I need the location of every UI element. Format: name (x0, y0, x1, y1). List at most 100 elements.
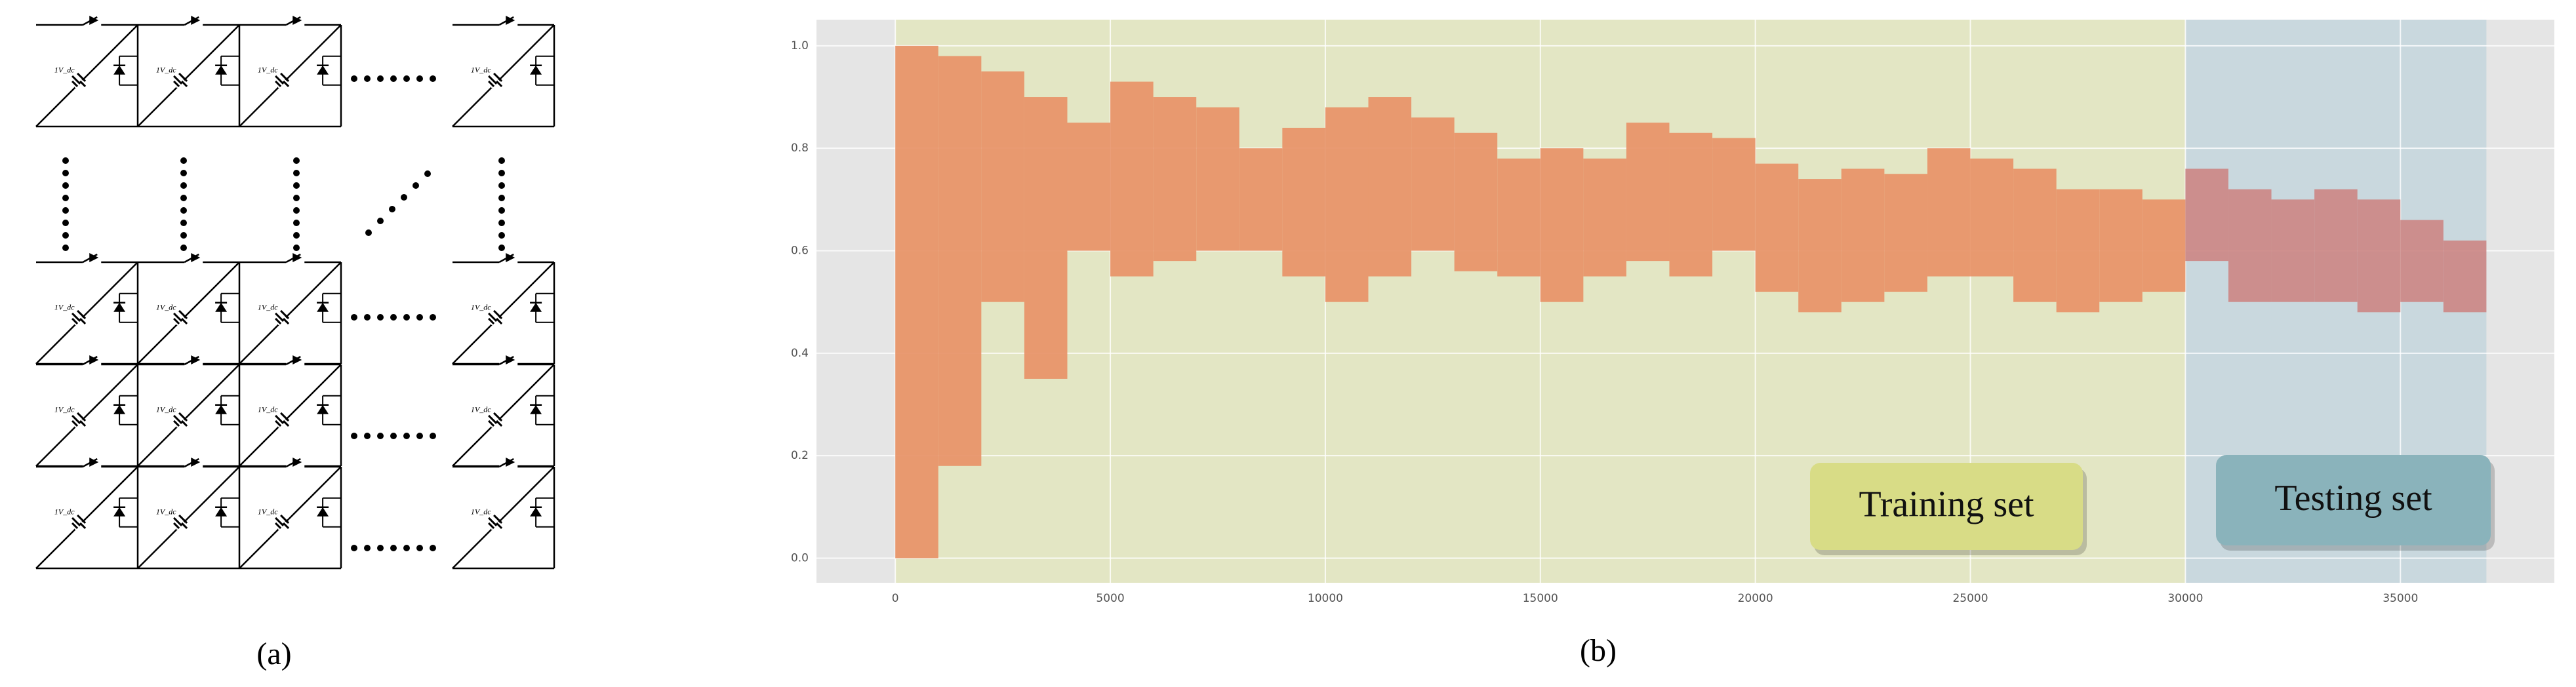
dot (364, 433, 371, 439)
dot (180, 232, 187, 239)
switch-diode (292, 253, 302, 262)
wire (173, 420, 180, 427)
dot (293, 182, 300, 189)
wire (496, 522, 503, 529)
dot (180, 157, 187, 164)
dot (377, 545, 384, 551)
switch-diode (191, 458, 201, 467)
value-range (2013, 168, 2057, 302)
dot (390, 433, 397, 439)
diode (215, 404, 228, 414)
wire (283, 522, 290, 529)
cell-label: 1V_dc (258, 66, 278, 75)
circuit-diagram: 1V_dc 1V_dc 1V_dc 1V_dc 1V_dc 1V_dc 1V_dc 1V_dc… (35, 16, 555, 570)
switch-gap (83, 363, 102, 366)
dot (430, 314, 436, 321)
dot (180, 195, 187, 201)
wire (71, 312, 81, 322)
wire (493, 72, 503, 82)
wire (275, 75, 285, 85)
switch-gap (83, 23, 102, 27)
wire (79, 80, 87, 87)
switch-gap (184, 23, 203, 27)
dot (498, 170, 505, 176)
cell-label: 1V_dc (471, 405, 491, 414)
value-range (1024, 97, 1068, 379)
wire (275, 522, 282, 529)
caption: (b) (1580, 633, 1617, 668)
value-range (2228, 189, 2272, 302)
wire (283, 420, 290, 427)
wire (239, 24, 342, 127)
wire (275, 80, 282, 87)
cell-label: 1V_dc (54, 507, 75, 517)
value-range (1411, 117, 1455, 251)
switch-gap (286, 465, 305, 469)
dot (351, 433, 357, 439)
cell-label: 1V_dc (471, 507, 491, 517)
wire (173, 80, 180, 87)
x-tick-label: 0 (892, 592, 899, 605)
dot (293, 157, 300, 164)
wire (452, 262, 555, 364)
x-tick-label: 5000 (1096, 592, 1124, 605)
y-tick-label: 1.0 (791, 39, 809, 52)
cell-label: 1V_dc (156, 405, 176, 414)
switch-gap (286, 23, 305, 27)
value-range (2142, 199, 2186, 292)
dot (498, 157, 505, 164)
switch-gap (184, 260, 203, 264)
diode (530, 507, 542, 517)
diode (113, 302, 126, 312)
wire (496, 317, 503, 324)
dot (293, 220, 300, 226)
wire (137, 24, 240, 127)
dot (413, 182, 419, 189)
annotation-box (2216, 455, 2491, 545)
dot (293, 245, 300, 251)
value-range (1884, 174, 1927, 292)
diode (113, 65, 126, 75)
cell-label: 1V_dc (258, 303, 278, 312)
dot (416, 314, 423, 321)
cell-label: 1V_dc (54, 303, 75, 312)
cell-label: 1V_dc (258, 405, 278, 414)
wire (488, 522, 495, 529)
wire (178, 514, 188, 524)
wire (178, 309, 188, 319)
dot (403, 433, 410, 439)
wire (181, 522, 188, 529)
wire (77, 309, 87, 319)
dot (403, 545, 410, 551)
value-range (1755, 163, 1799, 292)
wire (35, 24, 138, 127)
dot (430, 545, 436, 551)
value-range (2443, 240, 2487, 313)
value-range (1841, 168, 1885, 302)
value-range (2099, 189, 2143, 302)
dot (62, 182, 69, 189)
wire (71, 522, 79, 529)
switch-diode (89, 253, 99, 262)
value-range (1970, 158, 2014, 277)
switch-diode (191, 355, 201, 364)
dot (364, 75, 371, 82)
switch-diode (89, 458, 99, 467)
x-tick-label: 35000 (2383, 592, 2418, 605)
y-tick-label: 0.4 (791, 347, 809, 360)
y-tick-label: 0.8 (791, 142, 809, 155)
dot (498, 232, 505, 239)
switch-gap (83, 465, 102, 469)
dot (403, 314, 410, 321)
wire (280, 412, 290, 422)
dot (401, 194, 407, 201)
diode (530, 65, 542, 75)
value-range (1110, 81, 1154, 277)
wire (496, 420, 503, 427)
dot (62, 195, 69, 201)
diode (317, 302, 329, 312)
cell-label: 1V_dc (258, 507, 278, 517)
switch-diode (506, 355, 515, 364)
value-range (1454, 132, 1498, 271)
